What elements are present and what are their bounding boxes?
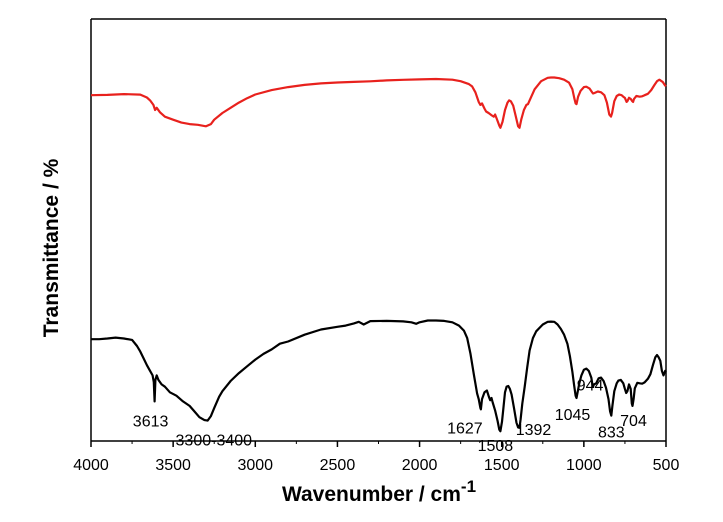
x-axis-title-superscript: -1 <box>461 477 476 496</box>
x-tick-label-4000: 4000 <box>73 457 109 474</box>
x-tick-label-1500: 1500 <box>484 457 520 474</box>
peak-label-1392: 1392 <box>516 422 552 439</box>
series-line-red <box>90 76 667 129</box>
spectrum-series <box>90 76 667 433</box>
peak-label-704: 704 <box>620 413 647 430</box>
x-tick-label-2500: 2500 <box>320 457 356 474</box>
y-axis-title: Transmittance / % <box>40 158 63 337</box>
x-tick-label-1000: 1000 <box>566 457 602 474</box>
x-tick-label-3500: 3500 <box>155 457 191 474</box>
series-line-black <box>91 319 667 433</box>
peak-label-3300-3400: 3300-3400 <box>176 432 253 449</box>
x-axis-ticks: 4000 3500 3000 2500 2000 1500 1000 500 <box>73 441 679 474</box>
peak-label-1508: 1508 <box>478 438 514 455</box>
peak-label-3613: 3613 <box>133 413 169 430</box>
x-axis-title-text: Wavenumber / cm <box>282 483 461 506</box>
x-tick-label-2000: 2000 <box>402 457 438 474</box>
x-axis-title: Wavenumber / cm-1 <box>282 477 476 506</box>
x-tick-label-3000: 3000 <box>237 457 273 474</box>
peak-label-1045: 1045 <box>555 407 591 424</box>
peak-label-944: 944 <box>577 377 604 394</box>
x-tick-label-500: 500 <box>653 457 680 474</box>
peak-label-833: 833 <box>598 425 625 442</box>
peak-label-1627: 1627 <box>447 420 483 437</box>
